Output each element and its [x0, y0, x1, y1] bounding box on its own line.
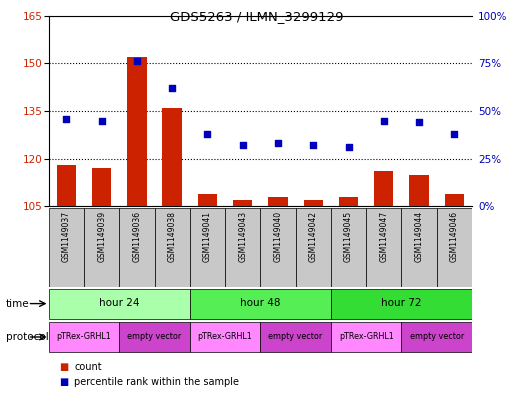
- Point: [380, 118, 388, 124]
- Text: pTRex-GRHL1: pTRex-GRHL1: [339, 332, 393, 341]
- Bar: [56, 165, 76, 206]
- Text: protocol: protocol: [6, 332, 49, 342]
- Point: [309, 142, 318, 149]
- Point: [168, 85, 176, 91]
- Bar: [374, 171, 393, 206]
- Bar: [119, 208, 154, 287]
- Text: GSM1149046: GSM1149046: [450, 211, 459, 262]
- Text: GSM1149045: GSM1149045: [344, 211, 353, 262]
- Bar: [190, 208, 225, 287]
- Point: [133, 58, 141, 64]
- Text: ■: ■: [59, 362, 68, 372]
- Bar: [163, 108, 182, 206]
- Point: [344, 144, 352, 151]
- Point: [203, 131, 211, 137]
- Bar: [331, 208, 366, 287]
- Bar: [437, 208, 472, 287]
- Text: GSM1149039: GSM1149039: [97, 211, 106, 262]
- Bar: [260, 322, 331, 352]
- Bar: [127, 57, 147, 206]
- Bar: [401, 322, 472, 352]
- Text: GSM1149036: GSM1149036: [132, 211, 142, 262]
- Bar: [49, 288, 190, 319]
- Text: GSM1149038: GSM1149038: [168, 211, 176, 262]
- Text: GSM1149040: GSM1149040: [273, 211, 283, 262]
- Text: empty vector: empty vector: [127, 332, 182, 341]
- Text: GSM1149041: GSM1149041: [203, 211, 212, 262]
- Text: percentile rank within the sample: percentile rank within the sample: [74, 377, 240, 387]
- Text: pTRex-GRHL1: pTRex-GRHL1: [198, 332, 252, 341]
- Point: [97, 118, 106, 124]
- Point: [239, 142, 247, 149]
- Point: [62, 116, 70, 122]
- Bar: [304, 200, 323, 206]
- Bar: [445, 194, 464, 206]
- Text: empty vector: empty vector: [409, 332, 464, 341]
- Text: time: time: [6, 299, 30, 309]
- Bar: [84, 208, 119, 287]
- Text: count: count: [74, 362, 102, 372]
- Point: [415, 119, 423, 126]
- Bar: [233, 200, 252, 206]
- Text: ■: ■: [59, 377, 68, 387]
- Bar: [366, 208, 401, 287]
- Bar: [401, 208, 437, 287]
- Bar: [331, 288, 472, 319]
- Text: GSM1149044: GSM1149044: [415, 211, 424, 262]
- Text: GSM1149042: GSM1149042: [309, 211, 318, 262]
- Text: hour 72: hour 72: [381, 298, 422, 308]
- Bar: [225, 208, 260, 287]
- Bar: [295, 208, 331, 287]
- Text: hour 48: hour 48: [240, 298, 281, 308]
- Bar: [190, 288, 331, 319]
- Bar: [198, 194, 217, 206]
- Text: GSM1149047: GSM1149047: [379, 211, 388, 262]
- Bar: [190, 322, 260, 352]
- Bar: [260, 208, 295, 287]
- Bar: [409, 174, 429, 206]
- Point: [274, 140, 282, 147]
- Bar: [331, 322, 401, 352]
- Text: pTRex-GRHL1: pTRex-GRHL1: [56, 332, 111, 341]
- Bar: [119, 322, 190, 352]
- Text: hour 24: hour 24: [99, 298, 140, 308]
- Text: GSM1149043: GSM1149043: [238, 211, 247, 262]
- Bar: [154, 208, 190, 287]
- Point: [450, 131, 459, 137]
- Text: GSM1149037: GSM1149037: [62, 211, 71, 262]
- Bar: [49, 322, 119, 352]
- Text: GDS5263 / ILMN_3299129: GDS5263 / ILMN_3299129: [170, 10, 343, 23]
- Bar: [49, 208, 84, 287]
- Text: empty vector: empty vector: [268, 332, 323, 341]
- Bar: [92, 168, 111, 206]
- Bar: [268, 197, 288, 206]
- Bar: [339, 197, 358, 206]
